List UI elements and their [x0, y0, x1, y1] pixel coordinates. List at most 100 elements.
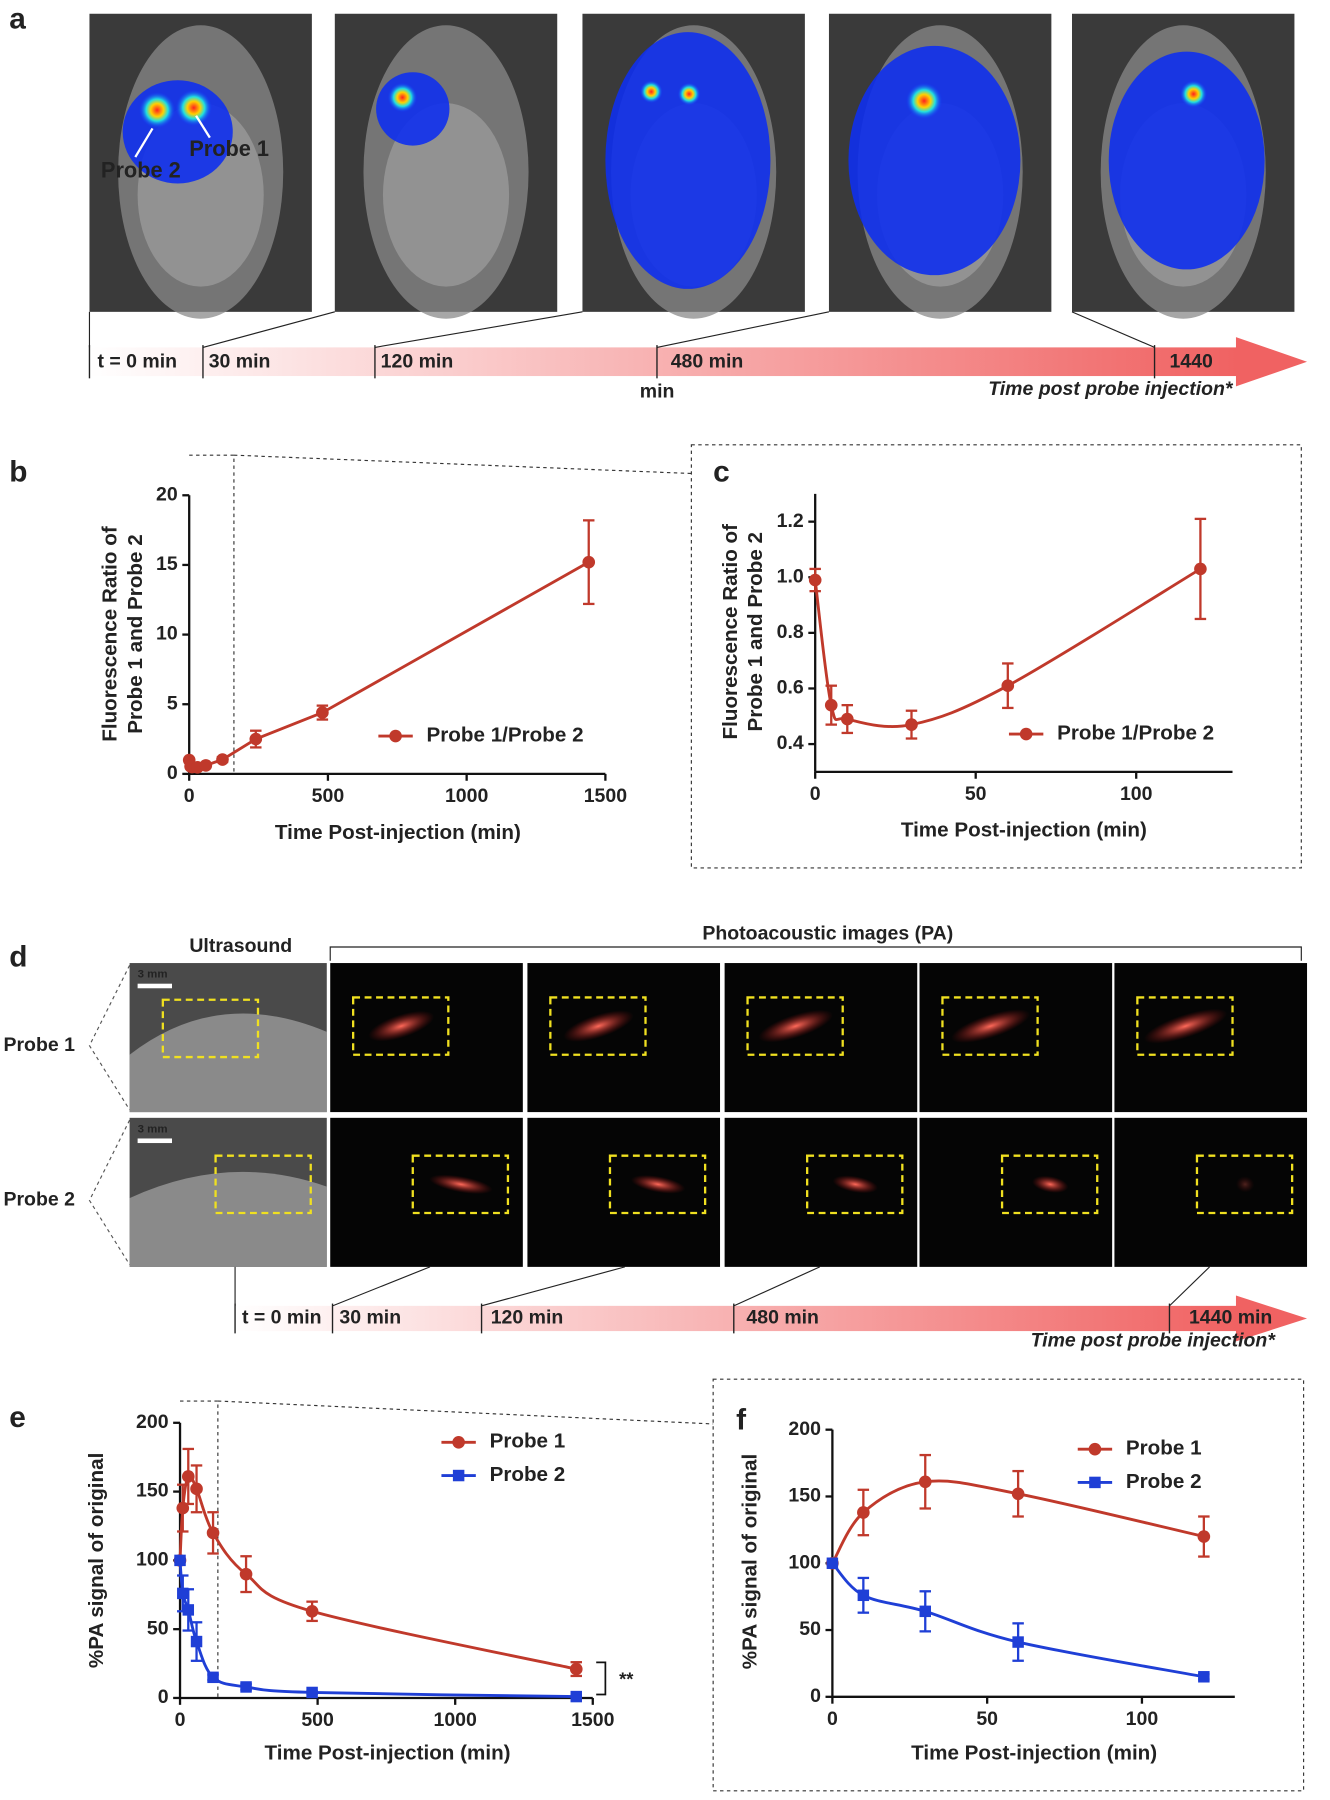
- y-tick-label: 150: [788, 1485, 821, 1507]
- pa-image: [724, 963, 918, 1113]
- data-point: [1198, 1671, 1210, 1683]
- scale-bar: [137, 1138, 173, 1144]
- mouse-belly: [382, 103, 510, 287]
- y-tick-label: 0: [167, 762, 178, 784]
- x-tick-label: 50: [976, 1708, 998, 1730]
- fluorescence-hotspot: [387, 82, 418, 113]
- y-tick-label: 0: [810, 1685, 821, 1707]
- y-axis-label: Probe 1 and Probe 2: [744, 532, 767, 731]
- y-axis-label: Fluorescence Ratio of: [99, 526, 122, 742]
- fluorescence-hotspot: [138, 91, 176, 129]
- data-point: [570, 1690, 582, 1703]
- y-tick-label: 150: [136, 1480, 169, 1502]
- y-tick-label: 100: [788, 1551, 821, 1573]
- series-line: [178, 1474, 577, 1671]
- row-label: Probe 2: [3, 1189, 75, 1211]
- y-tick-label: 200: [788, 1418, 821, 1440]
- legend-marker: [1088, 1442, 1102, 1456]
- legend-marker: [452, 1435, 465, 1449]
- data-point: [305, 1604, 319, 1618]
- y-tick-label: 0.8: [777, 621, 804, 643]
- data-point: [216, 753, 229, 766]
- significance-bracket: [596, 1661, 607, 1696]
- data-point: [177, 1587, 189, 1600]
- connector-line: [656, 311, 830, 348]
- timeline-label: 30 min: [339, 1307, 401, 1329]
- roi-box: [411, 1154, 510, 1215]
- x-axis-label: Time Post-injection (min): [901, 819, 1147, 842]
- roi-box: [161, 998, 260, 1059]
- x-tick-label: 0: [175, 1709, 186, 1731]
- legend-label: Probe 1: [490, 1430, 566, 1453]
- data-point: [1001, 679, 1015, 692]
- data-point: [182, 1604, 195, 1616]
- x-tick-label: 1000: [445, 785, 489, 807]
- pa-title: Photoacoustic images (PA): [702, 923, 953, 945]
- timeline-label: 480 min: [746, 1307, 819, 1329]
- roi-box: [214, 1154, 312, 1215]
- series-line: [813, 567, 1202, 728]
- data-point: [857, 1506, 870, 1519]
- panel-label: d: [9, 940, 27, 973]
- pa-signal: [368, 1010, 435, 1042]
- data-point: [206, 1526, 220, 1540]
- data-point: [239, 1567, 253, 1581]
- pa-bracket: [329, 946, 1302, 961]
- data-point: [840, 712, 854, 726]
- data-point: [808, 573, 822, 587]
- pa-signal: [1235, 1176, 1255, 1193]
- timeline-label: 30 min: [209, 350, 271, 372]
- fluorescence-hotspot: [677, 82, 701, 106]
- roi-box: [352, 996, 450, 1056]
- pa-image: [1114, 1117, 1308, 1267]
- data-point: [190, 1482, 203, 1496]
- data-point: [207, 1671, 219, 1684]
- fluorescence-signal: [605, 32, 771, 289]
- data-point: [1011, 1487, 1025, 1501]
- zoom-connector: [233, 454, 692, 475]
- timeline-label: 1440: [1169, 350, 1213, 372]
- pa-image: [527, 963, 721, 1113]
- x-tick-label: 1000: [434, 1709, 478, 1731]
- x-axis-label: Time Post-injection (min): [275, 821, 521, 844]
- data-point: [174, 1554, 186, 1567]
- pa-signal: [832, 1175, 878, 1194]
- pa-signal: [951, 1009, 1031, 1043]
- y-tick-label: 15: [156, 553, 178, 575]
- roi-box: [549, 996, 647, 1056]
- connector-line: [481, 1266, 626, 1307]
- legend-label: Probe 2: [490, 1463, 566, 1486]
- fluorescence-signal: [1108, 51, 1265, 270]
- legend-label: Probe 1/Probe 2: [427, 724, 584, 747]
- connector-line: [374, 311, 583, 348]
- data-point: [905, 718, 918, 731]
- data-point: [857, 1589, 870, 1602]
- data-point: [181, 1470, 195, 1483]
- zoom-box: [712, 1378, 1305, 1792]
- x-tick-label: 0: [810, 783, 821, 805]
- zoom-connector: [88, 965, 131, 1111]
- y-tick-label: 0.4: [777, 732, 804, 754]
- fluorescence-signal: [376, 72, 450, 146]
- timeline-bar: [89, 347, 1239, 377]
- data-point: [569, 1662, 583, 1676]
- probe-label: Probe 2: [101, 158, 181, 183]
- x-tick-label: 0: [827, 1708, 838, 1730]
- zoom-connector: [217, 1400, 714, 1425]
- fluorescence-signal: [848, 45, 1021, 276]
- roi-box: [1000, 1154, 1099, 1215]
- roi-box: [806, 1154, 904, 1215]
- panel-label: e: [9, 1401, 26, 1434]
- x-tick-label: 1500: [571, 1709, 615, 1731]
- data-point: [316, 706, 329, 719]
- y-tick-label: 50: [147, 1617, 169, 1639]
- legend-marker: [452, 1469, 465, 1482]
- y-tick-label: 1.2: [777, 510, 804, 532]
- scale-bar: [137, 983, 173, 989]
- y-axis-label: %PA signal of original: [738, 1454, 761, 1669]
- pa-signal: [630, 1175, 686, 1194]
- roi-box: [608, 1154, 707, 1215]
- timeline-label: t = 0 min: [242, 1307, 322, 1329]
